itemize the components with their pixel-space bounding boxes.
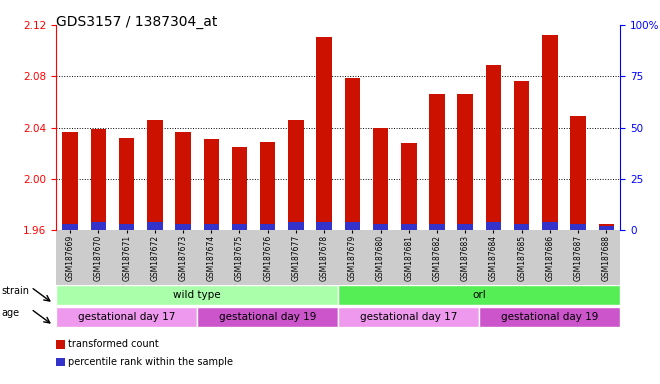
Bar — [514, 81, 529, 230]
Bar — [338, 285, 620, 305]
Bar — [288, 120, 304, 230]
Bar — [345, 78, 360, 230]
Bar — [345, 222, 360, 230]
Bar — [90, 129, 106, 230]
Bar — [63, 224, 78, 230]
Bar — [232, 224, 248, 230]
Bar — [56, 285, 338, 305]
Text: GDS3157 / 1387304_at: GDS3157 / 1387304_at — [56, 15, 218, 29]
Text: wild type: wild type — [174, 290, 221, 300]
Bar — [542, 222, 558, 230]
Text: gestational day 17: gestational day 17 — [360, 312, 457, 322]
Bar — [203, 139, 219, 230]
Bar — [316, 222, 332, 230]
Bar — [570, 116, 586, 230]
Bar — [232, 147, 248, 230]
Text: percentile rank within the sample: percentile rank within the sample — [68, 357, 233, 367]
Bar — [63, 132, 78, 230]
Text: gestational day 19: gestational day 19 — [501, 312, 599, 322]
Bar — [119, 224, 135, 230]
Bar — [176, 224, 191, 230]
Text: gestational day 19: gestational day 19 — [219, 312, 316, 322]
Bar — [260, 142, 275, 230]
Bar — [197, 307, 338, 327]
Bar — [119, 138, 135, 230]
Bar — [570, 224, 586, 230]
Bar — [316, 36, 332, 230]
Bar — [56, 307, 197, 327]
Text: orl: orl — [473, 290, 486, 300]
Bar — [203, 224, 219, 230]
Bar — [90, 222, 106, 230]
Bar — [599, 226, 614, 230]
Bar — [147, 120, 162, 230]
Text: transformed count: transformed count — [68, 339, 159, 349]
Bar — [486, 65, 501, 230]
Bar — [401, 143, 416, 230]
Bar — [147, 222, 162, 230]
Bar — [373, 128, 388, 230]
Bar — [288, 222, 304, 230]
Text: strain: strain — [1, 286, 29, 296]
Text: age: age — [1, 308, 19, 318]
Bar — [260, 224, 275, 230]
Bar — [457, 224, 473, 230]
Bar — [401, 224, 416, 230]
Bar — [542, 35, 558, 230]
Bar — [429, 94, 445, 230]
Bar — [373, 224, 388, 230]
Bar — [514, 224, 529, 230]
Bar — [486, 222, 501, 230]
Bar — [429, 224, 445, 230]
Bar — [338, 307, 479, 327]
Bar — [457, 94, 473, 230]
Text: gestational day 17: gestational day 17 — [78, 312, 176, 322]
Bar — [479, 307, 620, 327]
Bar — [176, 132, 191, 230]
Bar — [599, 224, 614, 230]
